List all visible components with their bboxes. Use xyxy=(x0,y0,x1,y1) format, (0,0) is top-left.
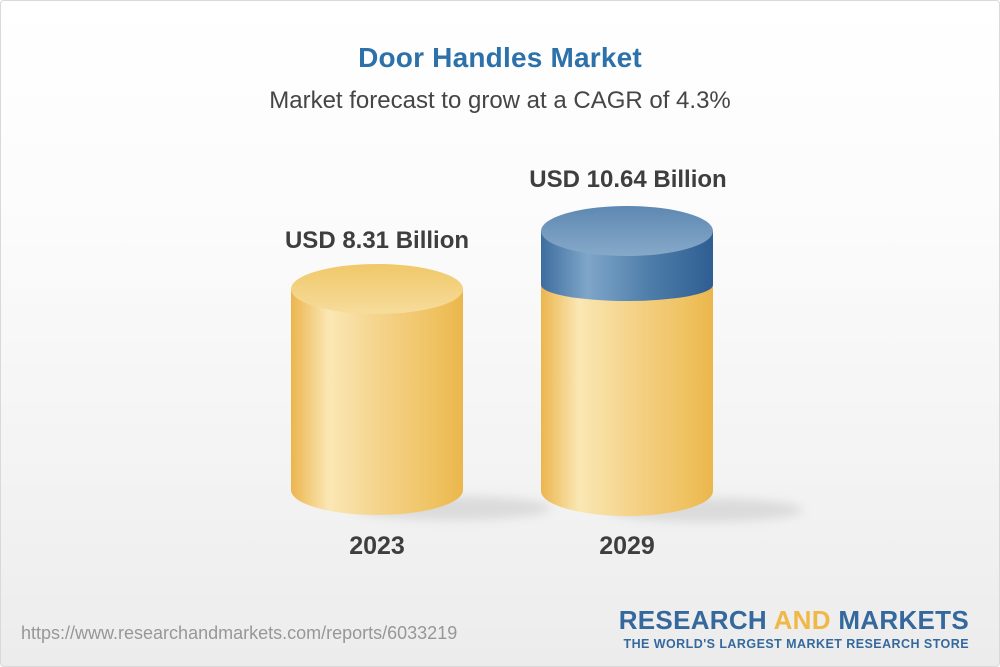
logo-word-markets: MARKETS xyxy=(838,605,969,635)
research-and-markets-logo: RESEARCH AND MARKETS THE WORLD'S LARGEST… xyxy=(618,605,969,652)
logo-word-and: AND xyxy=(773,605,831,635)
logo-word-research: RESEARCH xyxy=(618,605,768,635)
logo-wordmark: RESEARCH AND MARKETS xyxy=(618,605,969,635)
page-title: Door Handles Market xyxy=(358,42,642,73)
page-subtitle: Market forecast to grow at a CAGR of 4.3… xyxy=(269,87,731,114)
logo-tagline: THE WORLD'S LARGEST MARKET RESEARCH STOR… xyxy=(623,637,969,652)
bar-2023-cylinder xyxy=(291,264,463,515)
bar-2029-cylinder xyxy=(541,206,713,516)
report-url: https://www.researchandmarkets.com/repor… xyxy=(21,623,458,643)
value-label-2029: USD 10.64 Billion xyxy=(529,166,727,193)
category-label-2023: 2023 xyxy=(349,532,405,560)
value-label-2023: USD 8.31 Billion xyxy=(284,227,470,254)
category-label-2029: 2029 xyxy=(599,532,655,560)
